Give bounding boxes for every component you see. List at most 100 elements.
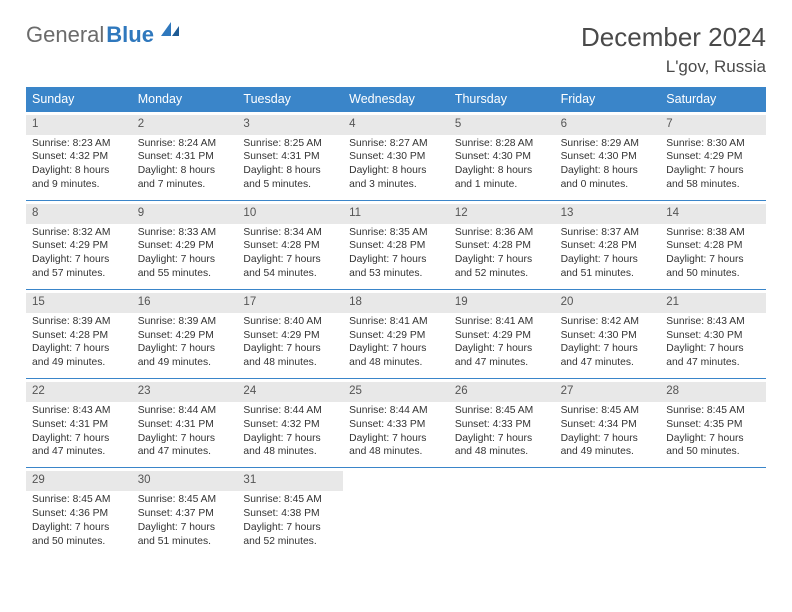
day-number: 13 [555,204,661,224]
daylight-line: Daylight: 7 hours [243,432,337,446]
day-cell: 26Sunrise: 8:45 AMSunset: 4:33 PMDayligh… [449,378,555,467]
sunset-line: Sunset: 4:38 PM [243,507,337,521]
day-cell: 24Sunrise: 8:44 AMSunset: 4:32 PMDayligh… [237,378,343,467]
sunrise-line: Sunrise: 8:23 AM [32,137,126,151]
daylight-line: and 3 minutes. [349,178,443,192]
daylight-line: Daylight: 7 hours [561,432,655,446]
day-number: 25 [343,382,449,402]
day-number: 31 [237,471,343,491]
sunset-line: Sunset: 4:32 PM [243,418,337,432]
daylight-line: and 0 minutes. [561,178,655,192]
sunrise-line: Sunrise: 8:44 AM [243,404,337,418]
dow-header: Wednesday [343,87,449,111]
sunrise-line: Sunrise: 8:30 AM [666,137,760,151]
sunset-line: Sunset: 4:28 PM [32,329,126,343]
daylight-line: Daylight: 7 hours [455,432,549,446]
daylight-line: Daylight: 8 hours [561,164,655,178]
sunset-line: Sunset: 4:29 PM [32,239,126,253]
daylight-line: and 9 minutes. [32,178,126,192]
day-number: 17 [237,293,343,313]
logo-text-1: General [26,22,104,48]
sunset-line: Sunset: 4:28 PM [349,239,443,253]
day-cell: 7Sunrise: 8:30 AMSunset: 4:29 PMDaylight… [660,111,766,200]
daylight-line: and 47 minutes. [666,356,760,370]
sunrise-line: Sunrise: 8:45 AM [138,493,232,507]
sunrise-line: Sunrise: 8:41 AM [455,315,549,329]
daylight-line: and 51 minutes. [138,535,232,549]
day-number: 28 [660,382,766,402]
dow-header: Friday [555,87,661,111]
day-number: 26 [449,382,555,402]
daylight-line: and 48 minutes. [243,445,337,459]
sunset-line: Sunset: 4:33 PM [455,418,549,432]
day-number: 11 [343,204,449,224]
location: L'gov, Russia [581,57,766,77]
day-cell: 9Sunrise: 8:33 AMSunset: 4:29 PMDaylight… [132,200,238,289]
daylight-line: and 48 minutes. [243,356,337,370]
daylight-line: and 48 minutes. [455,445,549,459]
day-number: 19 [449,293,555,313]
day-number: 5 [449,115,555,135]
day-cell: 25Sunrise: 8:44 AMSunset: 4:33 PMDayligh… [343,378,449,467]
sunrise-line: Sunrise: 8:43 AM [666,315,760,329]
sunset-line: Sunset: 4:34 PM [561,418,655,432]
day-cell: 20Sunrise: 8:42 AMSunset: 4:30 PMDayligh… [555,289,661,378]
daylight-line: and 48 minutes. [349,356,443,370]
sunset-line: Sunset: 4:29 PM [138,239,232,253]
daylight-line: and 5 minutes. [243,178,337,192]
empty-cell [555,467,661,556]
sunset-line: Sunset: 4:29 PM [666,150,760,164]
sunrise-line: Sunrise: 8:37 AM [561,226,655,240]
day-number: 9 [132,204,238,224]
empty-cell [449,467,555,556]
empty-cell [660,467,766,556]
sunrise-line: Sunrise: 8:45 AM [243,493,337,507]
dow-header: Tuesday [237,87,343,111]
logo-sail-icon [159,18,183,44]
daylight-line: Daylight: 7 hours [243,253,337,267]
daylight-line: and 54 minutes. [243,267,337,281]
day-cell: 8Sunrise: 8:32 AMSunset: 4:29 PMDaylight… [26,200,132,289]
daylight-line: Daylight: 7 hours [349,253,443,267]
sunrise-line: Sunrise: 8:44 AM [349,404,443,418]
sunset-line: Sunset: 4:30 PM [349,150,443,164]
sunrise-line: Sunrise: 8:32 AM [32,226,126,240]
day-cell: 4Sunrise: 8:27 AMSunset: 4:30 PMDaylight… [343,111,449,200]
day-number: 10 [237,204,343,224]
sunrise-line: Sunrise: 8:39 AM [138,315,232,329]
daylight-line: Daylight: 7 hours [349,432,443,446]
sunset-line: Sunset: 4:28 PM [243,239,337,253]
daylight-line: Daylight: 7 hours [32,521,126,535]
day-number: 22 [26,382,132,402]
day-cell: 1Sunrise: 8:23 AMSunset: 4:32 PMDaylight… [26,111,132,200]
daylight-line: and 49 minutes. [32,356,126,370]
day-cell: 6Sunrise: 8:29 AMSunset: 4:30 PMDaylight… [555,111,661,200]
sunrise-line: Sunrise: 8:29 AM [561,137,655,151]
day-cell: 19Sunrise: 8:41 AMSunset: 4:29 PMDayligh… [449,289,555,378]
logo: GeneralBlue [26,22,183,48]
day-number: 15 [26,293,132,313]
sunset-line: Sunset: 4:29 PM [243,329,337,343]
daylight-line: Daylight: 7 hours [561,253,655,267]
day-number: 4 [343,115,449,135]
daylight-line: Daylight: 7 hours [455,342,549,356]
day-cell: 10Sunrise: 8:34 AMSunset: 4:28 PMDayligh… [237,200,343,289]
sunset-line: Sunset: 4:31 PM [138,418,232,432]
day-cell: 18Sunrise: 8:41 AMSunset: 4:29 PMDayligh… [343,289,449,378]
daylight-line: and 52 minutes. [243,535,337,549]
day-cell: 17Sunrise: 8:40 AMSunset: 4:29 PMDayligh… [237,289,343,378]
day-cell: 3Sunrise: 8:25 AMSunset: 4:31 PMDaylight… [237,111,343,200]
sunset-line: Sunset: 4:29 PM [349,329,443,343]
dow-header: Sunday [26,87,132,111]
header: GeneralBlue December 2024 L'gov, Russia [26,22,766,77]
sunset-line: Sunset: 4:35 PM [666,418,760,432]
day-cell: 11Sunrise: 8:35 AMSunset: 4:28 PMDayligh… [343,200,449,289]
day-number: 27 [555,382,661,402]
daylight-line: and 50 minutes. [666,267,760,281]
dow-header: Thursday [449,87,555,111]
daylight-line: Daylight: 7 hours [561,342,655,356]
day-cell: 2Sunrise: 8:24 AMSunset: 4:31 PMDaylight… [132,111,238,200]
sunset-line: Sunset: 4:28 PM [455,239,549,253]
daylight-line: Daylight: 7 hours [243,521,337,535]
sunset-line: Sunset: 4:37 PM [138,507,232,521]
